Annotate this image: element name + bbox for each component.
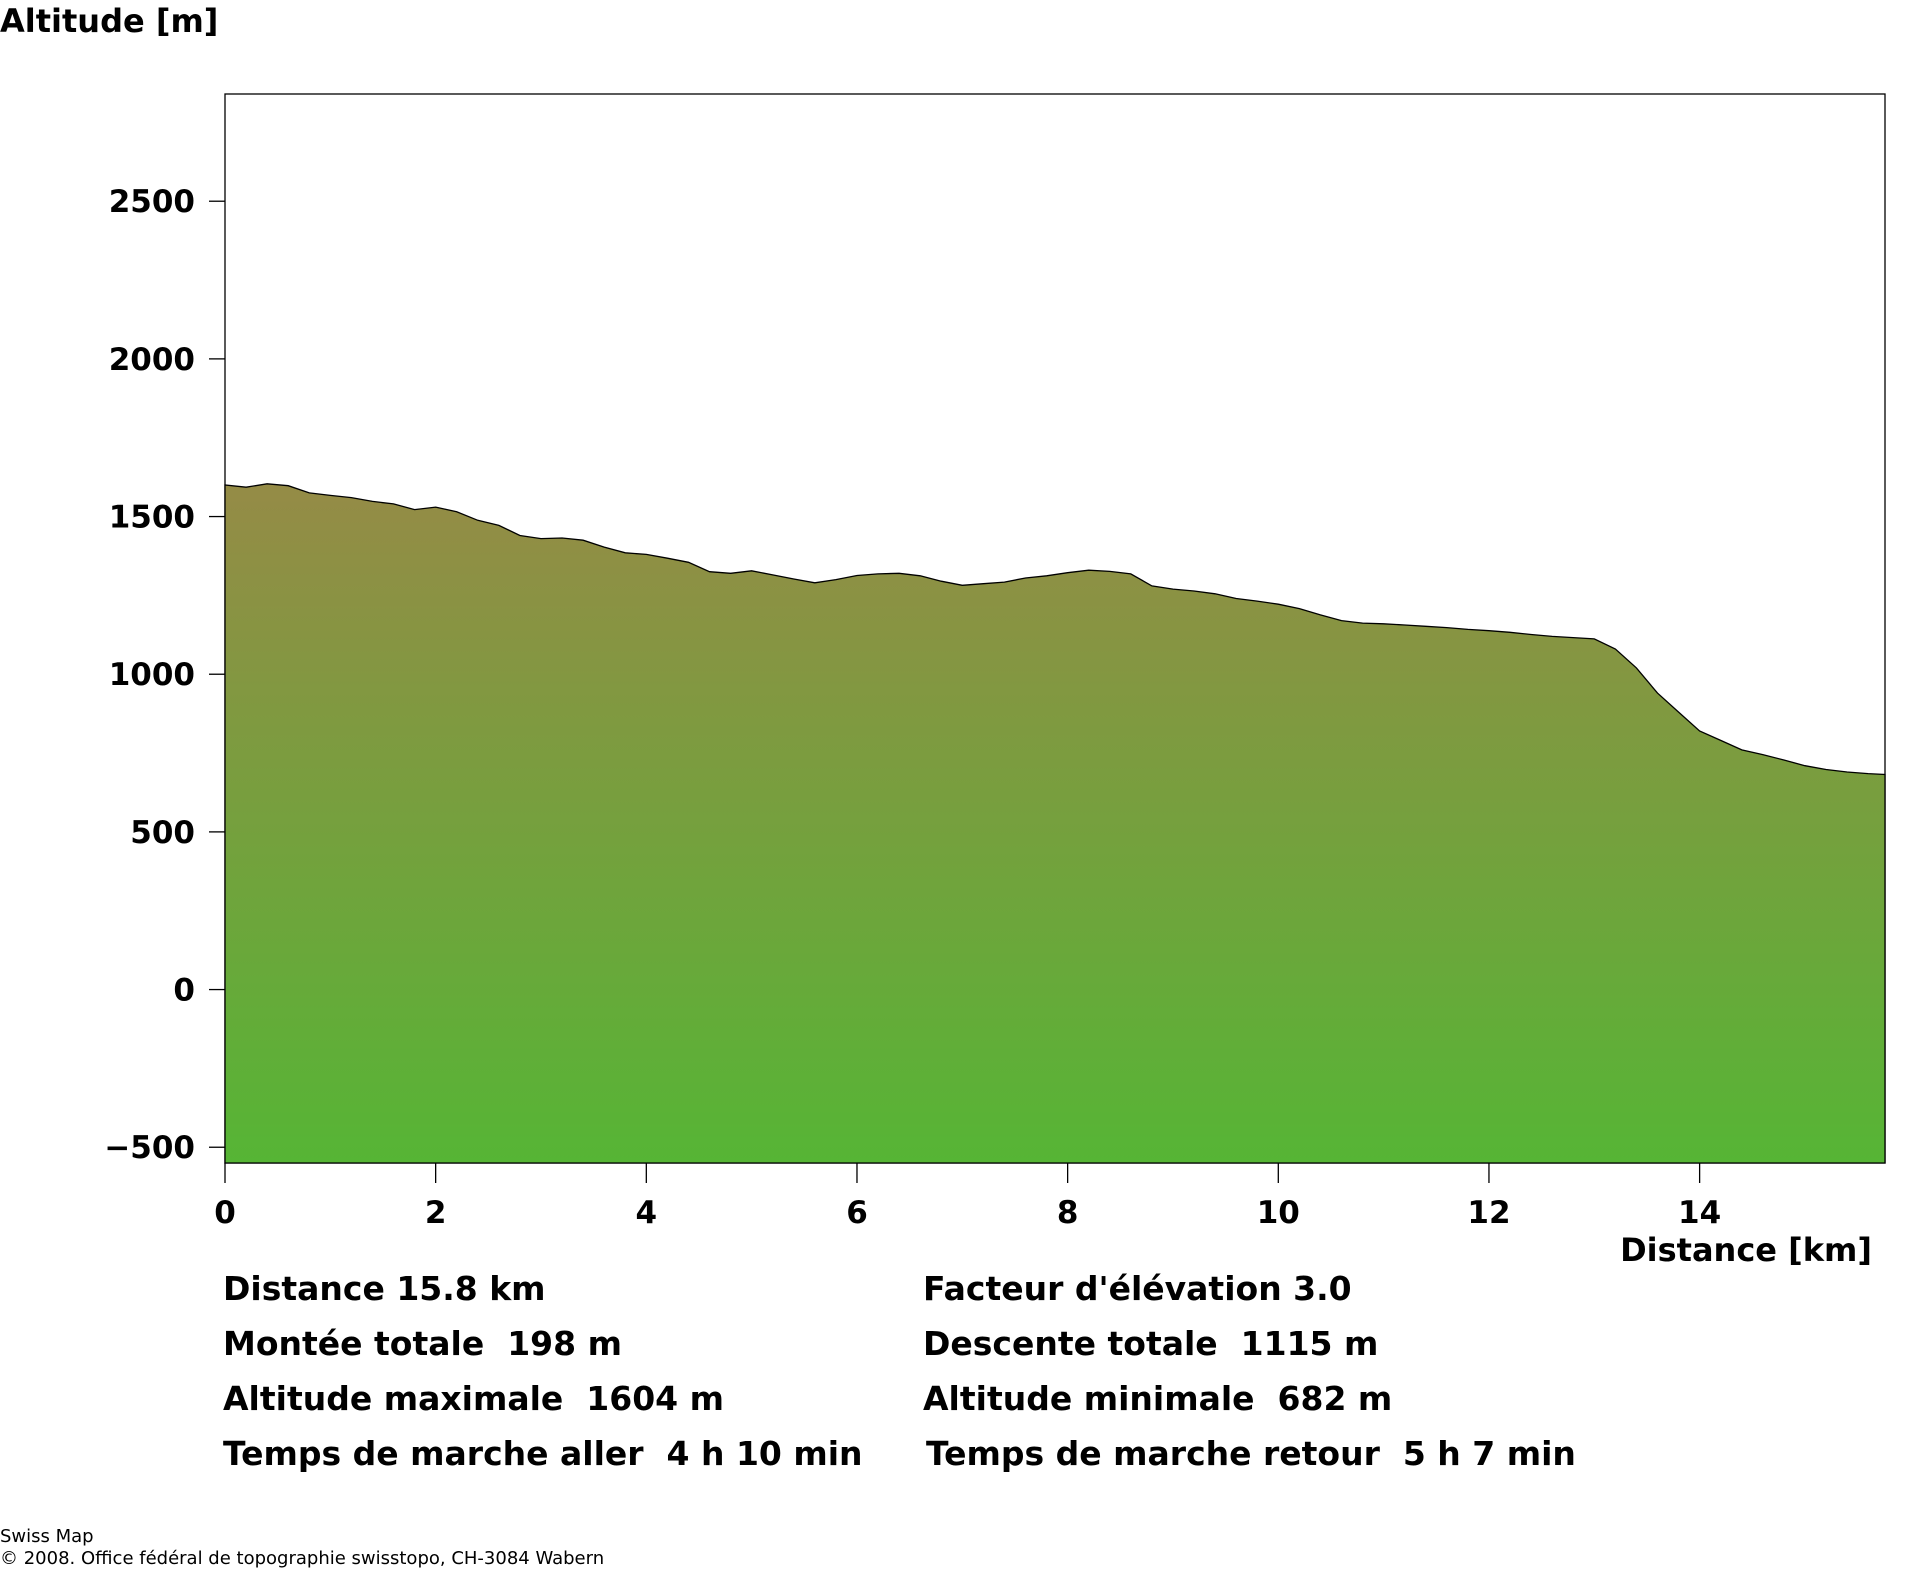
x-tick-label: 2 [425,1195,447,1231]
y-axis-title: Altitude [m] [0,2,218,40]
y-tick-label: 2500 [109,184,195,220]
y-tick-label: 2000 [109,342,195,378]
x-tick-label: 10 [1257,1195,1300,1231]
x-tick-label: 14 [1678,1195,1721,1231]
x-axis-title: Distance [km] [1620,1231,1872,1269]
y-tick-label: 500 [130,815,195,851]
x-tick-label: 4 [636,1195,658,1231]
y-tick-label: −500 [104,1130,195,1166]
stat-max-altitude: Altitude maximale 1604 m [223,1379,724,1418]
stat-min-altitude: Altitude minimale 682 m [923,1379,1393,1418]
stat-time-return: Temps de marche retour 5 h 7 min [926,1434,1576,1473]
x-tick-label: 8 [1057,1195,1079,1231]
stat-ascent: Montée totale 198 m [223,1324,622,1363]
y-tick-label: 1500 [109,500,195,536]
x-tick-label: 0 [214,1195,236,1231]
x-tick-label: 12 [1467,1195,1510,1231]
footer-copyright: © 2008. Office fédéral de topographie sw… [0,1548,605,1569]
y-tick-label: 0 [173,973,195,1009]
footer-source: Swiss Map [0,1526,94,1547]
stat-time-outbound: Temps de marche aller 4 h 10 min [223,1434,863,1473]
elevation-area [224,483,1886,1164]
x-axis: 0 2 4 6 8 10 12 14 [214,1163,1721,1231]
x-tick-label: 6 [846,1195,868,1231]
stat-descent: Descente totale 1115 m [923,1324,1379,1363]
y-axis: −500 0 500 1000 1500 2000 2500 [104,184,225,1166]
stat-distance: Distance 15.8 km [223,1269,546,1308]
y-tick-label: 1000 [109,657,195,693]
stat-elevation-factor: Facteur d'élévation 3.0 [923,1269,1352,1308]
